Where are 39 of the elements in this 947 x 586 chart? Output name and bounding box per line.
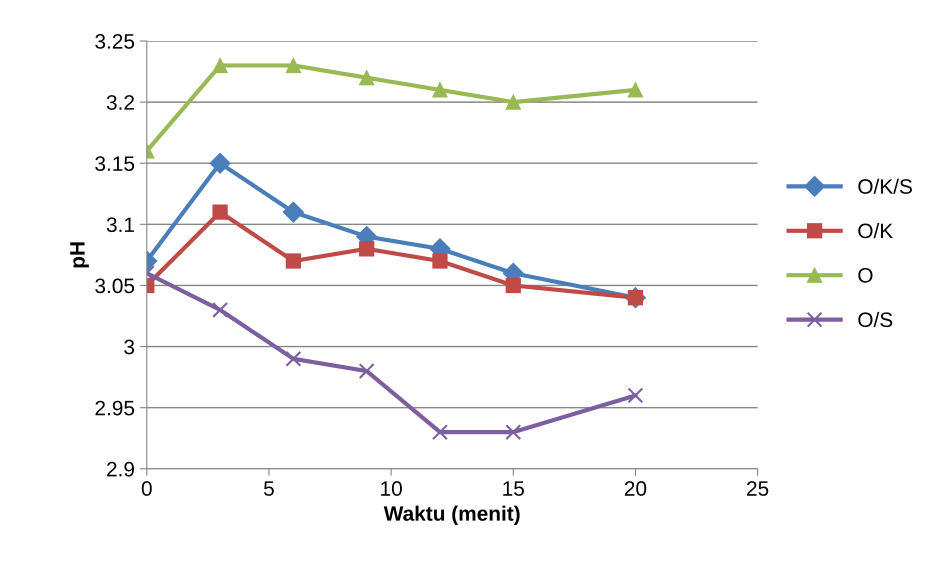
y-tick-label: 3.05: [95, 278, 134, 294]
y-tick-label: 3.25: [95, 34, 134, 49]
y-tick-label: 3: [124, 340, 134, 354]
point: [506, 278, 521, 294]
point: [212, 302, 228, 318]
point: [506, 94, 521, 110]
point: [358, 363, 375, 380]
point: [282, 202, 304, 223]
point: [359, 70, 374, 86]
x-tick-label: 20: [624, 481, 646, 496]
point: [505, 424, 522, 440]
legend-label: O/K/S: [858, 178, 912, 194]
x-tick-label: 0: [142, 481, 152, 496]
point: [628, 82, 644, 98]
point: [432, 424, 448, 440]
legend-label: O: [858, 268, 873, 283]
point: [285, 350, 302, 367]
legend-label: O/K: [858, 222, 893, 238]
point: [432, 253, 448, 269]
x-tick-label: 15: [503, 481, 524, 496]
y-tick-label: 3.2: [106, 95, 134, 110]
point: [432, 82, 448, 98]
y-tick-label: 2.9: [107, 462, 134, 477]
point: [286, 253, 302, 269]
x-tick-label: 25: [747, 481, 768, 496]
x-axis-title: Waktu (menit): [384, 506, 520, 525]
point: [212, 58, 228, 74]
point: [210, 152, 231, 174]
point: [359, 241, 374, 256]
point: [627, 387, 644, 404]
y-tick-label: 3.1: [106, 217, 134, 232]
x-tick-label: 5: [264, 481, 274, 496]
point: [286, 58, 302, 74]
legend-label: O/S: [858, 312, 892, 328]
y-tick-label: 2.95: [95, 400, 134, 416]
x-tick-label: 10: [381, 481, 402, 496]
y-axis-title: pH: [70, 242, 89, 268]
point: [212, 204, 228, 220]
y-tick-label: 3.15: [95, 156, 134, 171]
